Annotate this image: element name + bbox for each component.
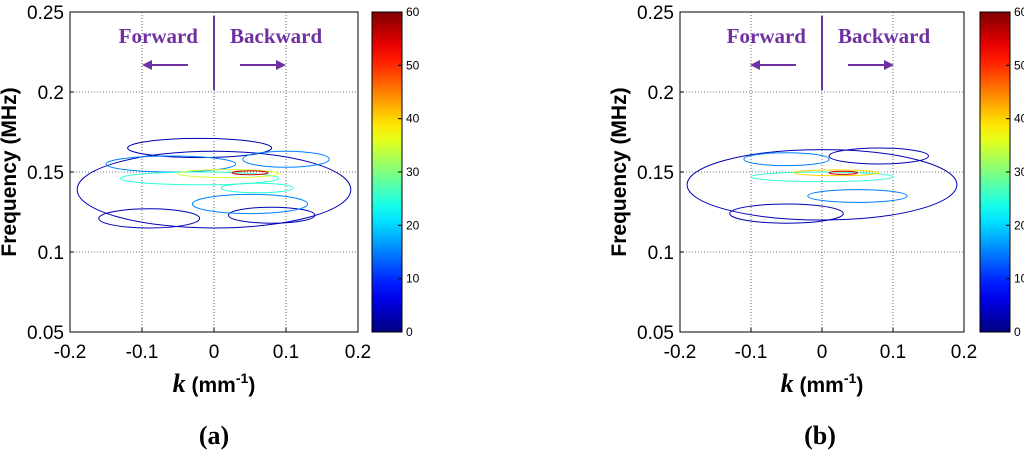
contour-line	[743, 152, 830, 167]
colorbar-tick-label: 40	[1014, 112, 1024, 126]
panel-label: (b)	[804, 421, 836, 450]
y-tick-label: 0.1	[648, 243, 674, 264]
contour-line	[807, 189, 908, 203]
colorbar: 0 10 20 30 40 50 60	[371, 5, 420, 339]
x-tick-label: 0	[209, 342, 220, 363]
colorbar-tick-label: 30	[1014, 165, 1024, 179]
contour-line	[686, 149, 958, 221]
contour-line	[220, 182, 294, 194]
x-axis-label-symbol: k	[173, 369, 186, 398]
x-tick-label: 0.1	[880, 342, 906, 363]
x-axis-label-exponent: -1	[236, 370, 249, 386]
x-axis-label-close: )	[856, 374, 863, 397]
x-tick-label: 0	[817, 342, 828, 363]
colorbar-tick-label: 20	[1014, 218, 1024, 232]
colorbar-tick-label: 60	[1014, 5, 1024, 19]
y-tick-label: 0.25	[637, 3, 674, 24]
y-tick-label: 0.25	[27, 3, 64, 24]
x-tick-label: -0.1	[735, 342, 768, 363]
backward-arrowhead	[276, 60, 286, 70]
backward-label: Backward	[230, 24, 322, 48]
colorbar-tick-label: 30	[406, 165, 420, 179]
y-tick-label: 0.15	[27, 163, 64, 184]
colorbar-tick-label: 50	[1014, 58, 1024, 72]
y-tick-label: 0.1	[38, 243, 64, 264]
y-axis-label: Frequency (MHz)	[0, 87, 21, 256]
x-axis-label-unit: (mm	[794, 374, 844, 397]
colorbar-tick-label: 60	[406, 5, 420, 19]
contour-lines	[686, 147, 958, 224]
colorbar: 0 10 20 30 40 50 60	[979, 5, 1024, 339]
forward-arrowhead	[750, 60, 760, 70]
colorbar-tick-label: 20	[406, 218, 420, 232]
colorbar-tick-label: 50	[406, 58, 420, 72]
backward-arrowhead	[884, 60, 894, 70]
colorbar-gradient	[371, 11, 403, 333]
contour-line	[750, 171, 894, 183]
y-axis-label: Frequency (MHz)	[608, 87, 631, 256]
x-tick-label: -0.2	[54, 342, 87, 363]
x-tick-label: -0.1	[126, 342, 159, 363]
contour-line	[828, 147, 929, 165]
x-tick-label: -0.2	[664, 342, 697, 363]
colorbar-tick-label: 0	[406, 325, 413, 339]
y-tick-label: 0.15	[637, 163, 674, 184]
x-axis-label: k (mm-1)	[781, 369, 864, 398]
x-axis-label-unit: (mm	[186, 374, 236, 397]
forward-label: Forward	[727, 24, 807, 48]
contour-line	[76, 150, 352, 229]
x-tick-label: 0.2	[345, 342, 371, 363]
colorbar-gradient	[979, 11, 1011, 333]
x-tick-label: 0.2	[951, 342, 977, 363]
forward-label: Forward	[119, 24, 199, 48]
colorbar-tick-label: 40	[406, 112, 420, 126]
x-axis-label-exponent: -1	[844, 370, 857, 386]
contour-line	[231, 170, 269, 176]
contour-line	[127, 137, 273, 159]
backward-label: Backward	[838, 24, 930, 48]
y-tick-label: 0.2	[648, 83, 674, 104]
contour-line	[828, 170, 858, 175]
y-tick-label: 0.05	[27, 323, 64, 344]
forward-arrowhead	[142, 60, 152, 70]
contour-line	[729, 203, 844, 224]
contour-line	[119, 171, 280, 186]
chart-panel-b: -0.2 -0.1 0 0.1 0.2 0.05 0.1 0.15 0.2 0.25 Frequen…	[608, 3, 1024, 450]
y-tick-label: 0.2	[38, 83, 64, 104]
colorbar-tick-label: 10	[1014, 272, 1024, 286]
colorbar-tick-label: 10	[406, 272, 420, 286]
x-axis-label: k (mm-1)	[173, 369, 256, 398]
contour-line	[98, 208, 201, 229]
chart-panel-a: -0.2 -0.1 0 0.1 0.2 0.05 0.1 0.15 0.2 0.25 Frequen…	[0, 3, 420, 450]
x-axis-label-close: )	[248, 374, 255, 397]
colorbar-tick-label: 0	[1014, 325, 1021, 339]
panel-label: (a)	[199, 421, 229, 450]
contour-line	[177, 169, 280, 179]
x-axis-label-symbol: k	[781, 369, 794, 398]
x-tick-label: 0.1	[273, 342, 299, 363]
contour-line	[191, 193, 309, 215]
y-tick-label: 0.05	[637, 323, 674, 344]
contour-line	[793, 169, 880, 177]
contour-line	[242, 150, 330, 168]
contour-lines	[76, 137, 352, 229]
contour-line	[227, 206, 316, 224]
